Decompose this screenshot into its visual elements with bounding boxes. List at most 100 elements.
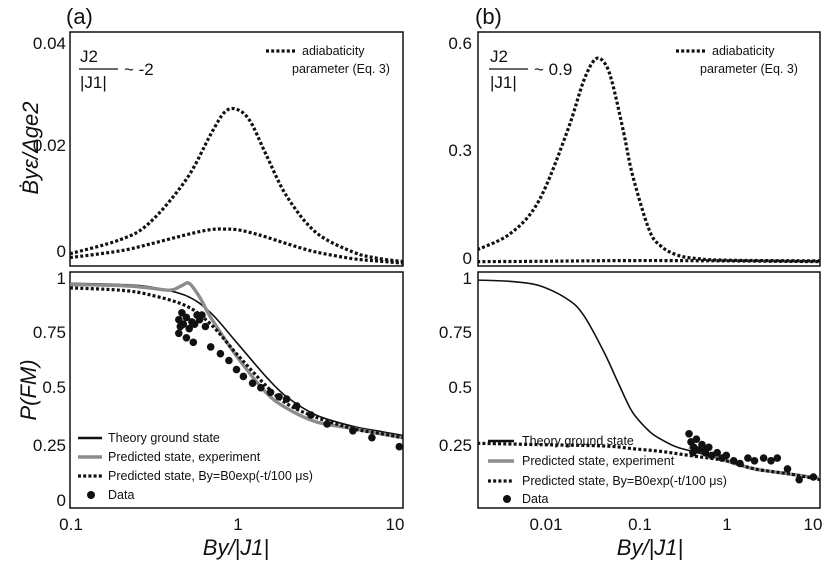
x-axis-title-a: By/|J1|: [203, 535, 269, 560]
ratio-numerator: J2: [490, 47, 508, 66]
y-tick-label: 0.75: [33, 323, 66, 342]
series-group-a-bottom: [70, 281, 403, 451]
legend-swatch-marker: [87, 491, 95, 499]
legend-label: Predicted state, By=B0exp(-t/100 μs): [108, 469, 313, 483]
series-line-a-bottom-predicted-state-experiment: [70, 281, 403, 440]
data-point: [767, 457, 775, 465]
series-group-b-bottom: [478, 279, 820, 484]
x-tick-label: 10: [804, 515, 823, 534]
y-tick-label: 1: [57, 269, 66, 288]
data-point: [185, 324, 193, 333]
data-point: [198, 311, 206, 319]
data-point: [189, 338, 198, 347]
ratio-value: ~ 0.9: [534, 60, 572, 79]
legend-label: Data: [522, 492, 548, 506]
frame-a-top: [69, 31, 404, 267]
data-point: [692, 435, 701, 444]
y-tick-label: 0.25: [439, 436, 472, 455]
series-line-a-bottom-theory-ground-state: [70, 282, 403, 437]
y-ticks-b-bottom: 1 0.75 0.5 0.25: [439, 269, 472, 455]
data-point: [307, 411, 315, 419]
data-point: [182, 334, 191, 342]
legend-label: parameter (Eq. 3): [700, 62, 798, 76]
y-tick-label: 0.25: [33, 436, 66, 455]
data-point: [700, 446, 708, 454]
series-line-b-bottom-predicted-state-by-b0exp-t-100-s: [478, 441, 820, 482]
y-tick-label: 0: [463, 249, 472, 268]
frame-b-top: [477, 31, 821, 267]
series-line-b-top-adiabaticity-parameter-lower: [478, 258, 820, 264]
legend-label: adiabaticity: [302, 44, 365, 58]
chart-a-top: 0.04 0.02 0 J2 |J1| ~ -2 adiabaticity pa…: [33, 34, 403, 265]
legend-b-top: adiabaticity parameter (Eq. 3): [676, 44, 798, 76]
legend-label: Predicted state, experiment: [108, 450, 261, 464]
ratio-annotation-b: J2 |J1| ~ 0.9: [489, 47, 572, 92]
data-point: [750, 457, 759, 465]
data-point: [275, 393, 283, 401]
data-markers-a-bottom: [175, 309, 403, 451]
data-point: [722, 451, 731, 460]
y-tick-label: 0: [57, 491, 66, 510]
y-ticks-b-top: 0.6 0.3 0: [448, 34, 472, 268]
data-point: [395, 442, 403, 451]
y-axis-title-top: Ḃyε/Δge2: [18, 102, 43, 195]
data-point: [257, 383, 265, 392]
series-group-b-top: [478, 56, 820, 264]
data-point: [368, 433, 376, 442]
y-tick-label: 0.5: [42, 378, 66, 397]
chart-b-bottom: 1 0.75 0.5 0.25 0.01 0.1 1 10 By/|J1| Th…: [439, 269, 823, 560]
data-point: [179, 320, 188, 329]
y-tick-label: 0.02: [33, 136, 66, 155]
data-point: [266, 388, 275, 397]
legend-label: adiabaticity: [712, 44, 775, 58]
x-tick-label: 0.1: [59, 515, 83, 534]
chart-a-bottom: 1 0.75 0.5 0.25 0 0.1 1 10 P(FM) By/|J1|…: [16, 269, 404, 560]
legend-a-top: adiabaticity parameter (Eq. 3): [266, 44, 390, 76]
data-point: [239, 372, 248, 381]
x-tick-label: 0.01: [529, 515, 562, 534]
legend-label: Data: [108, 488, 134, 502]
data-point: [206, 343, 215, 351]
data-point: [225, 356, 233, 365]
data-point: [795, 475, 803, 484]
legend-label: Predicted state, By=B0exp(-t/100 μs): [522, 474, 727, 488]
chart-b-top: 0.6 0.3 0 J2 |J1| ~ 0.9 adiabaticity par…: [448, 34, 820, 268]
series-line-a-top-adiabaticity-parameter-lower: [70, 227, 403, 265]
panel-label-a: (a): [66, 4, 93, 29]
y-tick-label: 0.6: [448, 34, 472, 53]
data-point: [783, 465, 792, 473]
data-point: [736, 459, 744, 468]
data-point: [689, 448, 697, 457]
series-line-b-bottom-theory-ground-state: [478, 279, 820, 480]
legend-a-bottom: Theory ground state Predicted state, exp…: [78, 431, 313, 502]
legend-b-bottom: Theory ground state Predicted state, exp…: [488, 434, 727, 506]
data-point: [292, 402, 301, 410]
data-point: [323, 420, 331, 428]
data-point: [713, 448, 721, 457]
data-point: [175, 329, 183, 338]
data-point: [729, 457, 738, 465]
series-line-a-bottom-predicted-state-by-b0exp-t-100-s: [70, 286, 403, 440]
data-point: [759, 454, 768, 462]
data-point: [773, 454, 782, 462]
data-markers-b-bottom: [685, 430, 818, 484]
series-group-a-top: [70, 106, 403, 265]
x-tick-label: 1: [722, 515, 731, 534]
data-point: [248, 379, 257, 388]
data-point: [349, 427, 357, 435]
data-point: [744, 454, 752, 462]
y-ticks-a-bottom: 1 0.75 0.5 0.25 0: [33, 269, 66, 510]
y-ticks-a-top: 0.04 0.02 0: [33, 34, 66, 261]
ratio-value: ~ -2: [124, 60, 154, 79]
x-tick-label: 10: [386, 515, 405, 534]
data-point: [232, 365, 241, 374]
y-tick-label: 0.3: [448, 141, 472, 160]
ratio-annotation-a: J2 |J1| ~ -2: [79, 47, 154, 92]
legend-label: parameter (Eq. 3): [292, 62, 390, 76]
y-tick-label: 0.75: [439, 323, 472, 342]
series-line-a-top-adiabaticity-parameter-upper: [70, 106, 403, 264]
legend-label: Predicted state, experiment: [522, 454, 675, 468]
ratio-denominator: |J1|: [490, 73, 517, 92]
data-point: [282, 395, 291, 403]
